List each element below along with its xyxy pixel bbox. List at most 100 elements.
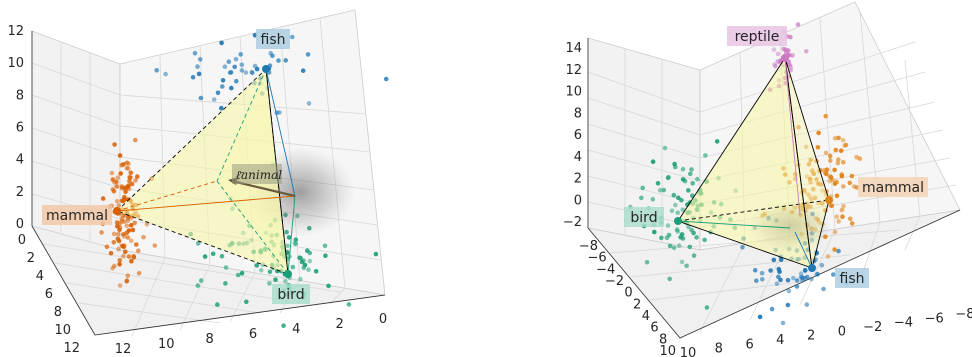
mammal-point (125, 215, 131, 220)
fish-point (226, 59, 232, 64)
mammal-point (128, 175, 133, 180)
bird-point (688, 171, 693, 177)
mammal-point (116, 231, 121, 237)
right-bottom-tick: −4 (894, 316, 913, 331)
bird-point (691, 253, 697, 258)
right-bottom-tick: 4 (776, 333, 784, 348)
mammal-point (136, 271, 142, 276)
mammal-point (840, 137, 846, 143)
left-label-mammal: mammal (42, 205, 112, 225)
fish-point (819, 262, 825, 268)
mammal-point (807, 176, 813, 182)
fish-point (771, 257, 777, 263)
mammal-point (839, 207, 845, 213)
fish-point (243, 70, 249, 75)
bird-point (680, 177, 686, 182)
fish-point (798, 271, 804, 277)
bird-point (679, 259, 685, 265)
mammal-point (128, 170, 134, 176)
mammal-point (124, 165, 130, 171)
fish-point (276, 58, 281, 63)
mammal-point (830, 177, 835, 183)
mammal-point (144, 222, 150, 227)
mammal-point (109, 170, 115, 176)
left-vertical-tick: 12 (7, 24, 24, 39)
right-vertical-tick: −2 (563, 215, 582, 230)
right-bottom-tick: −6 (925, 311, 944, 326)
right-depth-tick: −2 (605, 274, 624, 289)
right-depth-axis (587, 227, 681, 339)
bird-point (672, 161, 677, 167)
fish-point (778, 277, 783, 283)
mammal-point (126, 254, 132, 259)
mammal-point (125, 235, 131, 240)
svg-text:ℓ̄animal: ℓ̄animal (236, 168, 282, 182)
mammal-point (840, 214, 845, 219)
reptile-point (771, 47, 777, 52)
mammal-point (825, 254, 831, 259)
mammal-point (125, 273, 131, 279)
mammal-point (136, 248, 141, 254)
mammal-point (118, 171, 123, 176)
mammal-point (849, 221, 855, 226)
mammal-point (827, 174, 833, 179)
fish-point (192, 50, 198, 56)
reptile-point (775, 51, 781, 57)
bird-point (195, 283, 201, 288)
bird-point (687, 244, 693, 250)
bird-point (703, 153, 708, 158)
bird-point (689, 167, 694, 172)
mammal-point (119, 186, 125, 191)
bird-point (694, 235, 699, 240)
right-vertical-tick: 4 (574, 150, 582, 165)
mammal-point (835, 160, 841, 166)
mammal-point (123, 249, 128, 254)
mammal-point (834, 179, 839, 185)
right-points (628, 22, 863, 326)
right-bottom-tick: −2 (863, 320, 882, 335)
right-depth-tick: −6 (588, 251, 607, 266)
mammal-point (121, 162, 126, 167)
bird-point (702, 237, 707, 243)
fish-point (759, 270, 765, 276)
fish-point (804, 274, 810, 280)
bird-point (267, 281, 272, 286)
bird-point (323, 253, 328, 258)
right-bottom-tick: 2 (807, 329, 815, 344)
left-depth-tick: 6 (45, 287, 53, 302)
bird-point (273, 277, 278, 283)
mammal-point (836, 157, 841, 162)
fish-point (804, 302, 810, 307)
mammal-point (829, 203, 834, 209)
bird-point (301, 265, 307, 271)
mammal-point (832, 247, 837, 252)
fish-point (780, 320, 786, 326)
reptile-point (788, 34, 793, 40)
right-bottom-tick: 0 (838, 324, 846, 339)
right-simplex (674, 54, 833, 272)
bird-point (695, 176, 700, 182)
bird-point (676, 195, 681, 201)
bird-point (293, 241, 299, 247)
svg-text:mammal: mammal (862, 180, 924, 196)
mammal-point (141, 234, 146, 240)
fish-point (754, 278, 759, 284)
bird-point (254, 263, 260, 268)
right-depth-tick: 10 (659, 344, 676, 357)
fish-point (190, 75, 196, 80)
left-label-fish: fish (256, 29, 290, 49)
left-bottom-tick: 8 (206, 332, 214, 347)
left-bottom-tick: 6 (249, 327, 257, 342)
fish-point (198, 95, 204, 101)
bird-point (326, 283, 331, 289)
right-label-reptile: reptile (727, 26, 787, 46)
left-depth-tick: 0 (18, 233, 26, 248)
bird-point (307, 258, 313, 264)
reptile-point (775, 59, 780, 64)
mammal-point (822, 170, 828, 175)
mammal-point (832, 229, 838, 235)
bird-point (679, 232, 685, 237)
fish-point (163, 71, 168, 77)
mammal-point (816, 181, 821, 187)
